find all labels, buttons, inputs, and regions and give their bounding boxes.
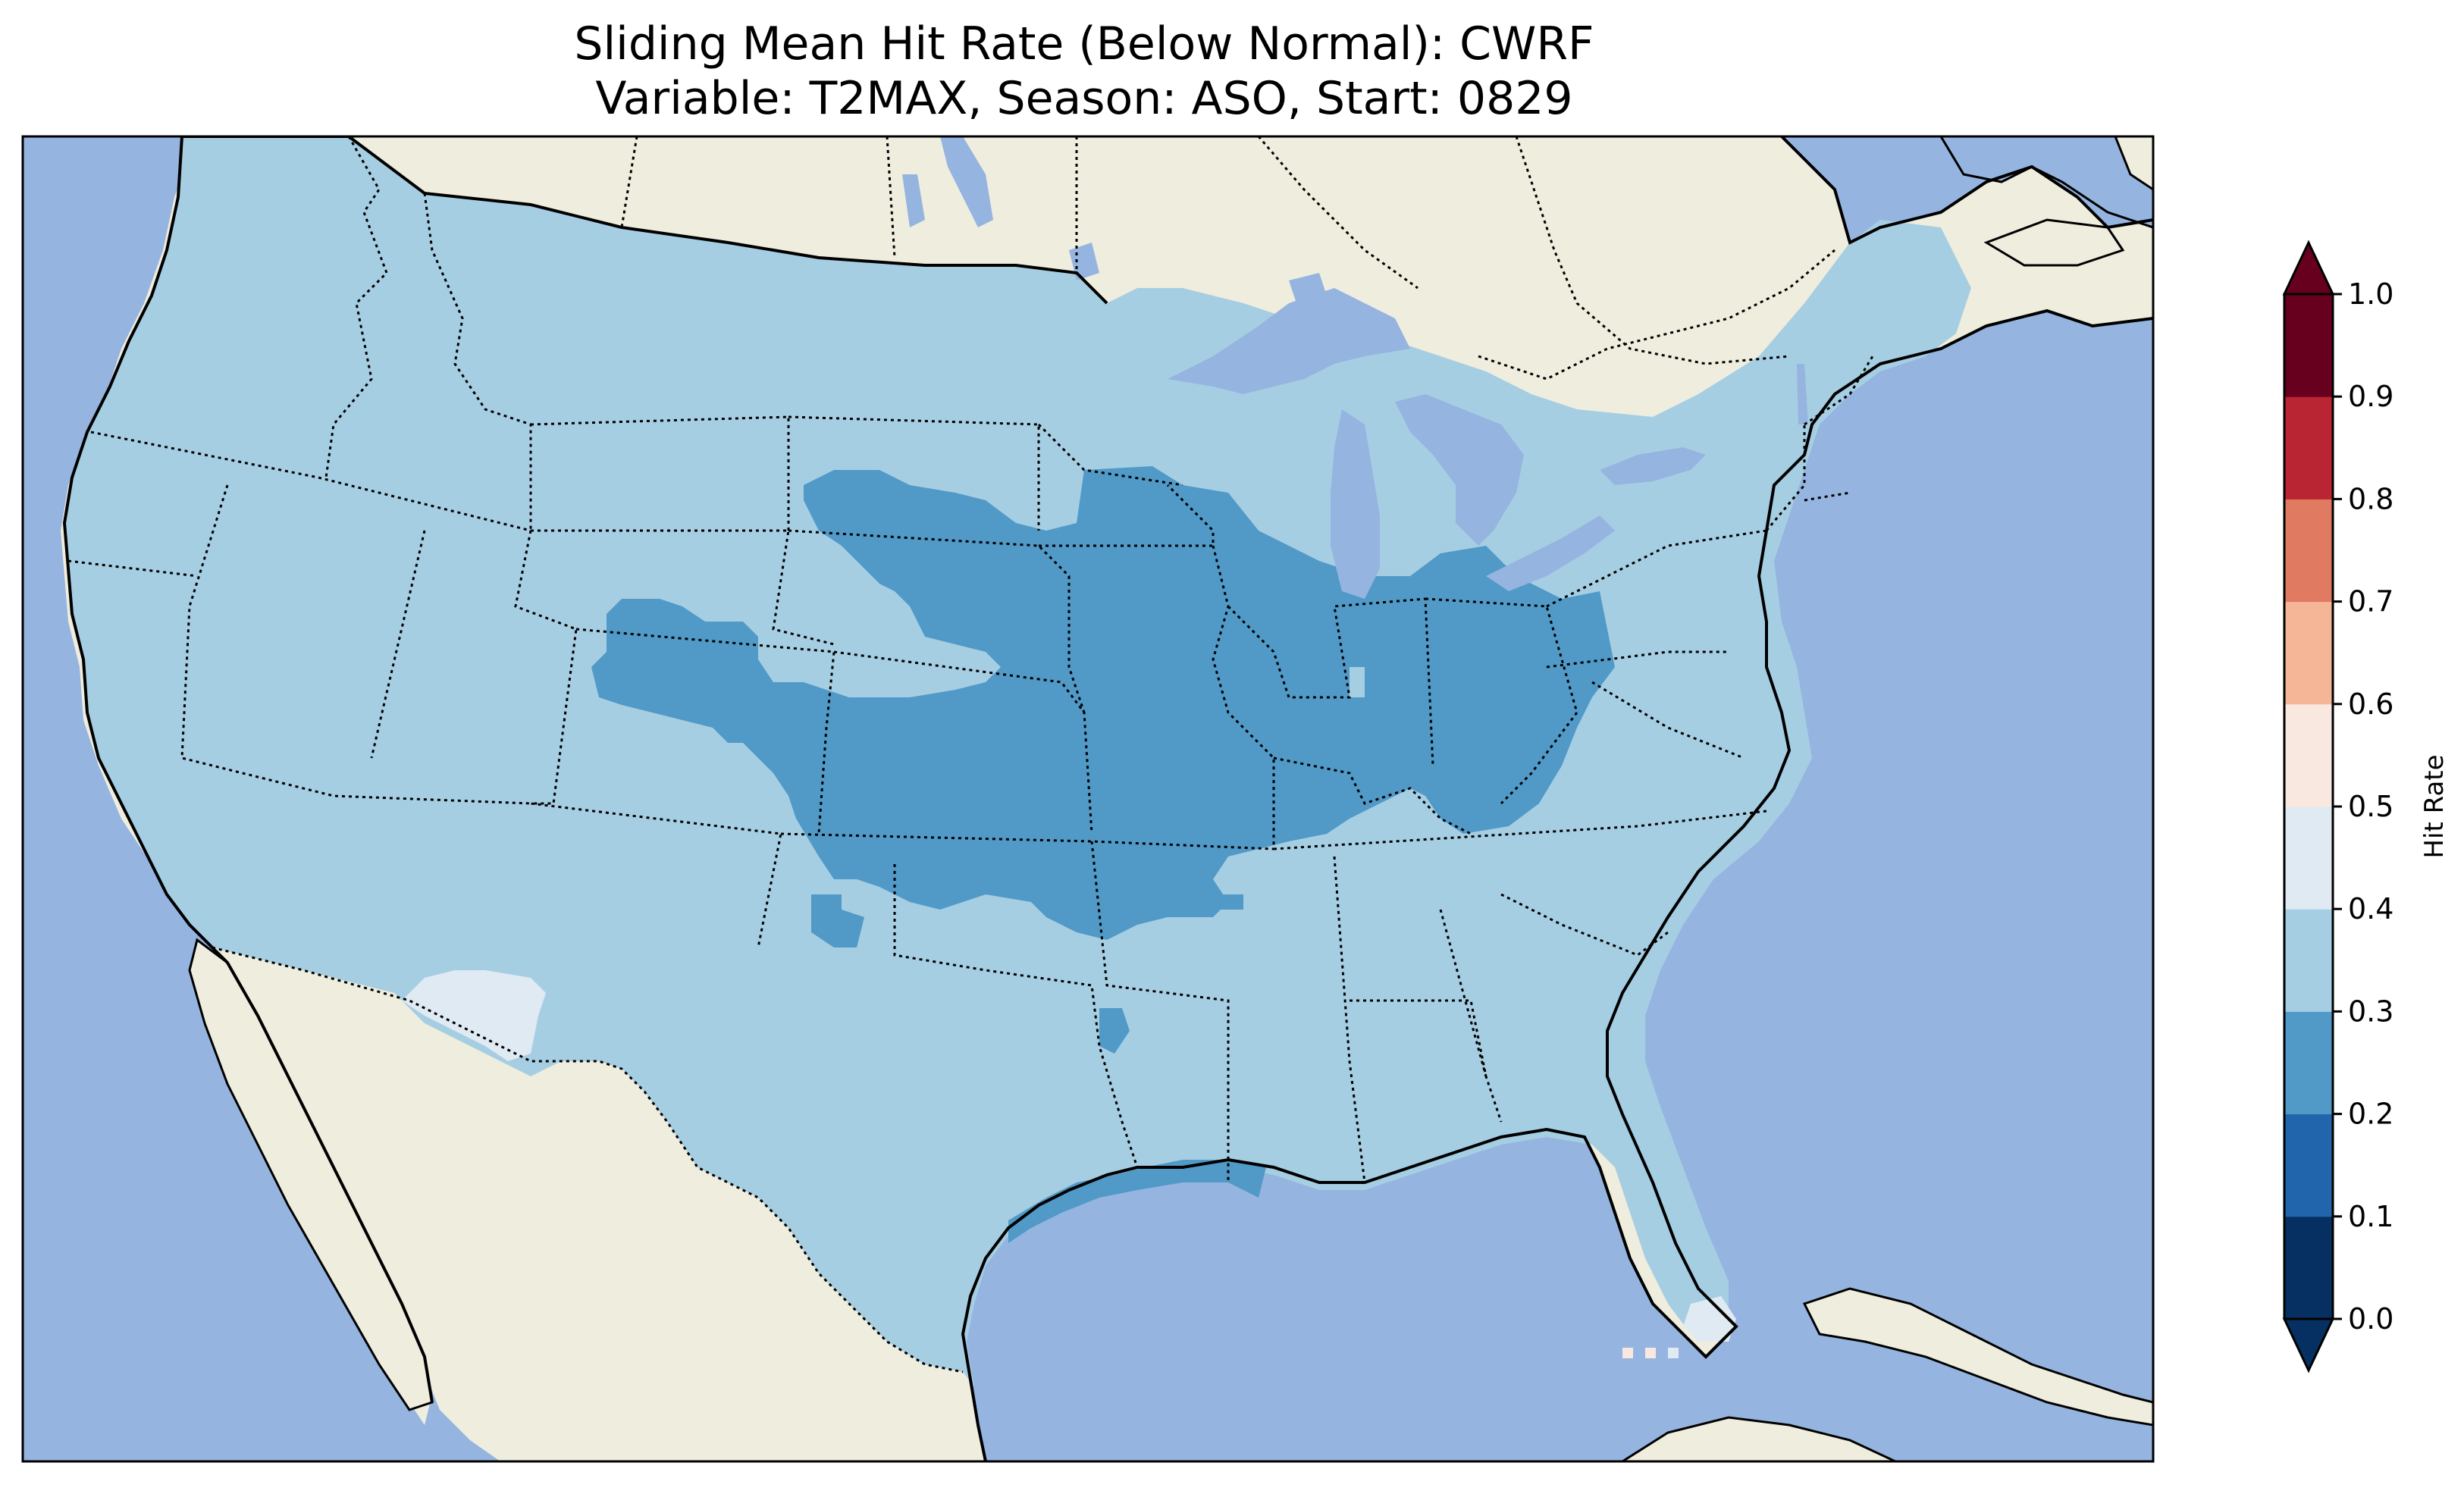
border-us-canada — [182, 136, 1108, 305]
coastline-ne — [1780, 136, 2153, 245]
hit-rate-region-gulf-coast — [1008, 1160, 1266, 1243]
hit-rate-region-texas-panhandle — [1061, 879, 1092, 917]
hit-rate-keys-2 — [1645, 1348, 1656, 1358]
lake-superior — [1168, 288, 1410, 394]
hit-rate-region-south-florida — [1683, 1296, 1736, 1342]
lake-manitoba — [902, 174, 925, 227]
land-cuba — [1802, 1287, 2153, 1427]
land-newfoundland-tip — [2114, 136, 2153, 191]
hit-rate-keys-1 — [1622, 1348, 1633, 1358]
lake-ontario — [1600, 447, 1706, 485]
hit-rate-region-arkansas — [1198, 894, 1243, 910]
lake-nipigon — [1289, 273, 1327, 303]
hit-rate-region-east-texas — [1099, 1008, 1130, 1054]
gulf-st-lawrence — [1939, 136, 2153, 229]
state-borders — [67, 136, 1874, 1183]
lake-erie — [1486, 515, 1615, 591]
chart-subtitle: Variable: T2MAX, Season: ASO, Start: 082… — [595, 72, 1573, 125]
hit-rate-region-arizona — [402, 970, 546, 1061]
map-frame — [21, 135, 2155, 1463]
land-nova-scotia — [1983, 218, 2125, 267]
hit-rate-hole-indiana — [1350, 667, 1365, 697]
lake-champlain — [1797, 364, 1808, 424]
land-south-mexico — [1620, 1416, 1896, 1461]
lake-huron — [1395, 394, 1524, 546]
lake-winnipeg — [940, 136, 993, 227]
hit-rate-keys-3 — [1668, 1348, 1679, 1358]
border-us-mexico — [212, 946, 964, 1373]
lake-lower-red — [1069, 243, 1099, 280]
hit-rate-region-oklahoma — [811, 894, 864, 947]
coastline — [62, 136, 434, 1403]
chart-title: Sliding Mean Hit Rate (Below Normal): CW… — [574, 17, 1594, 70]
lake-michigan — [1331, 409, 1380, 599]
coastline-gulf — [961, 309, 2153, 1461]
